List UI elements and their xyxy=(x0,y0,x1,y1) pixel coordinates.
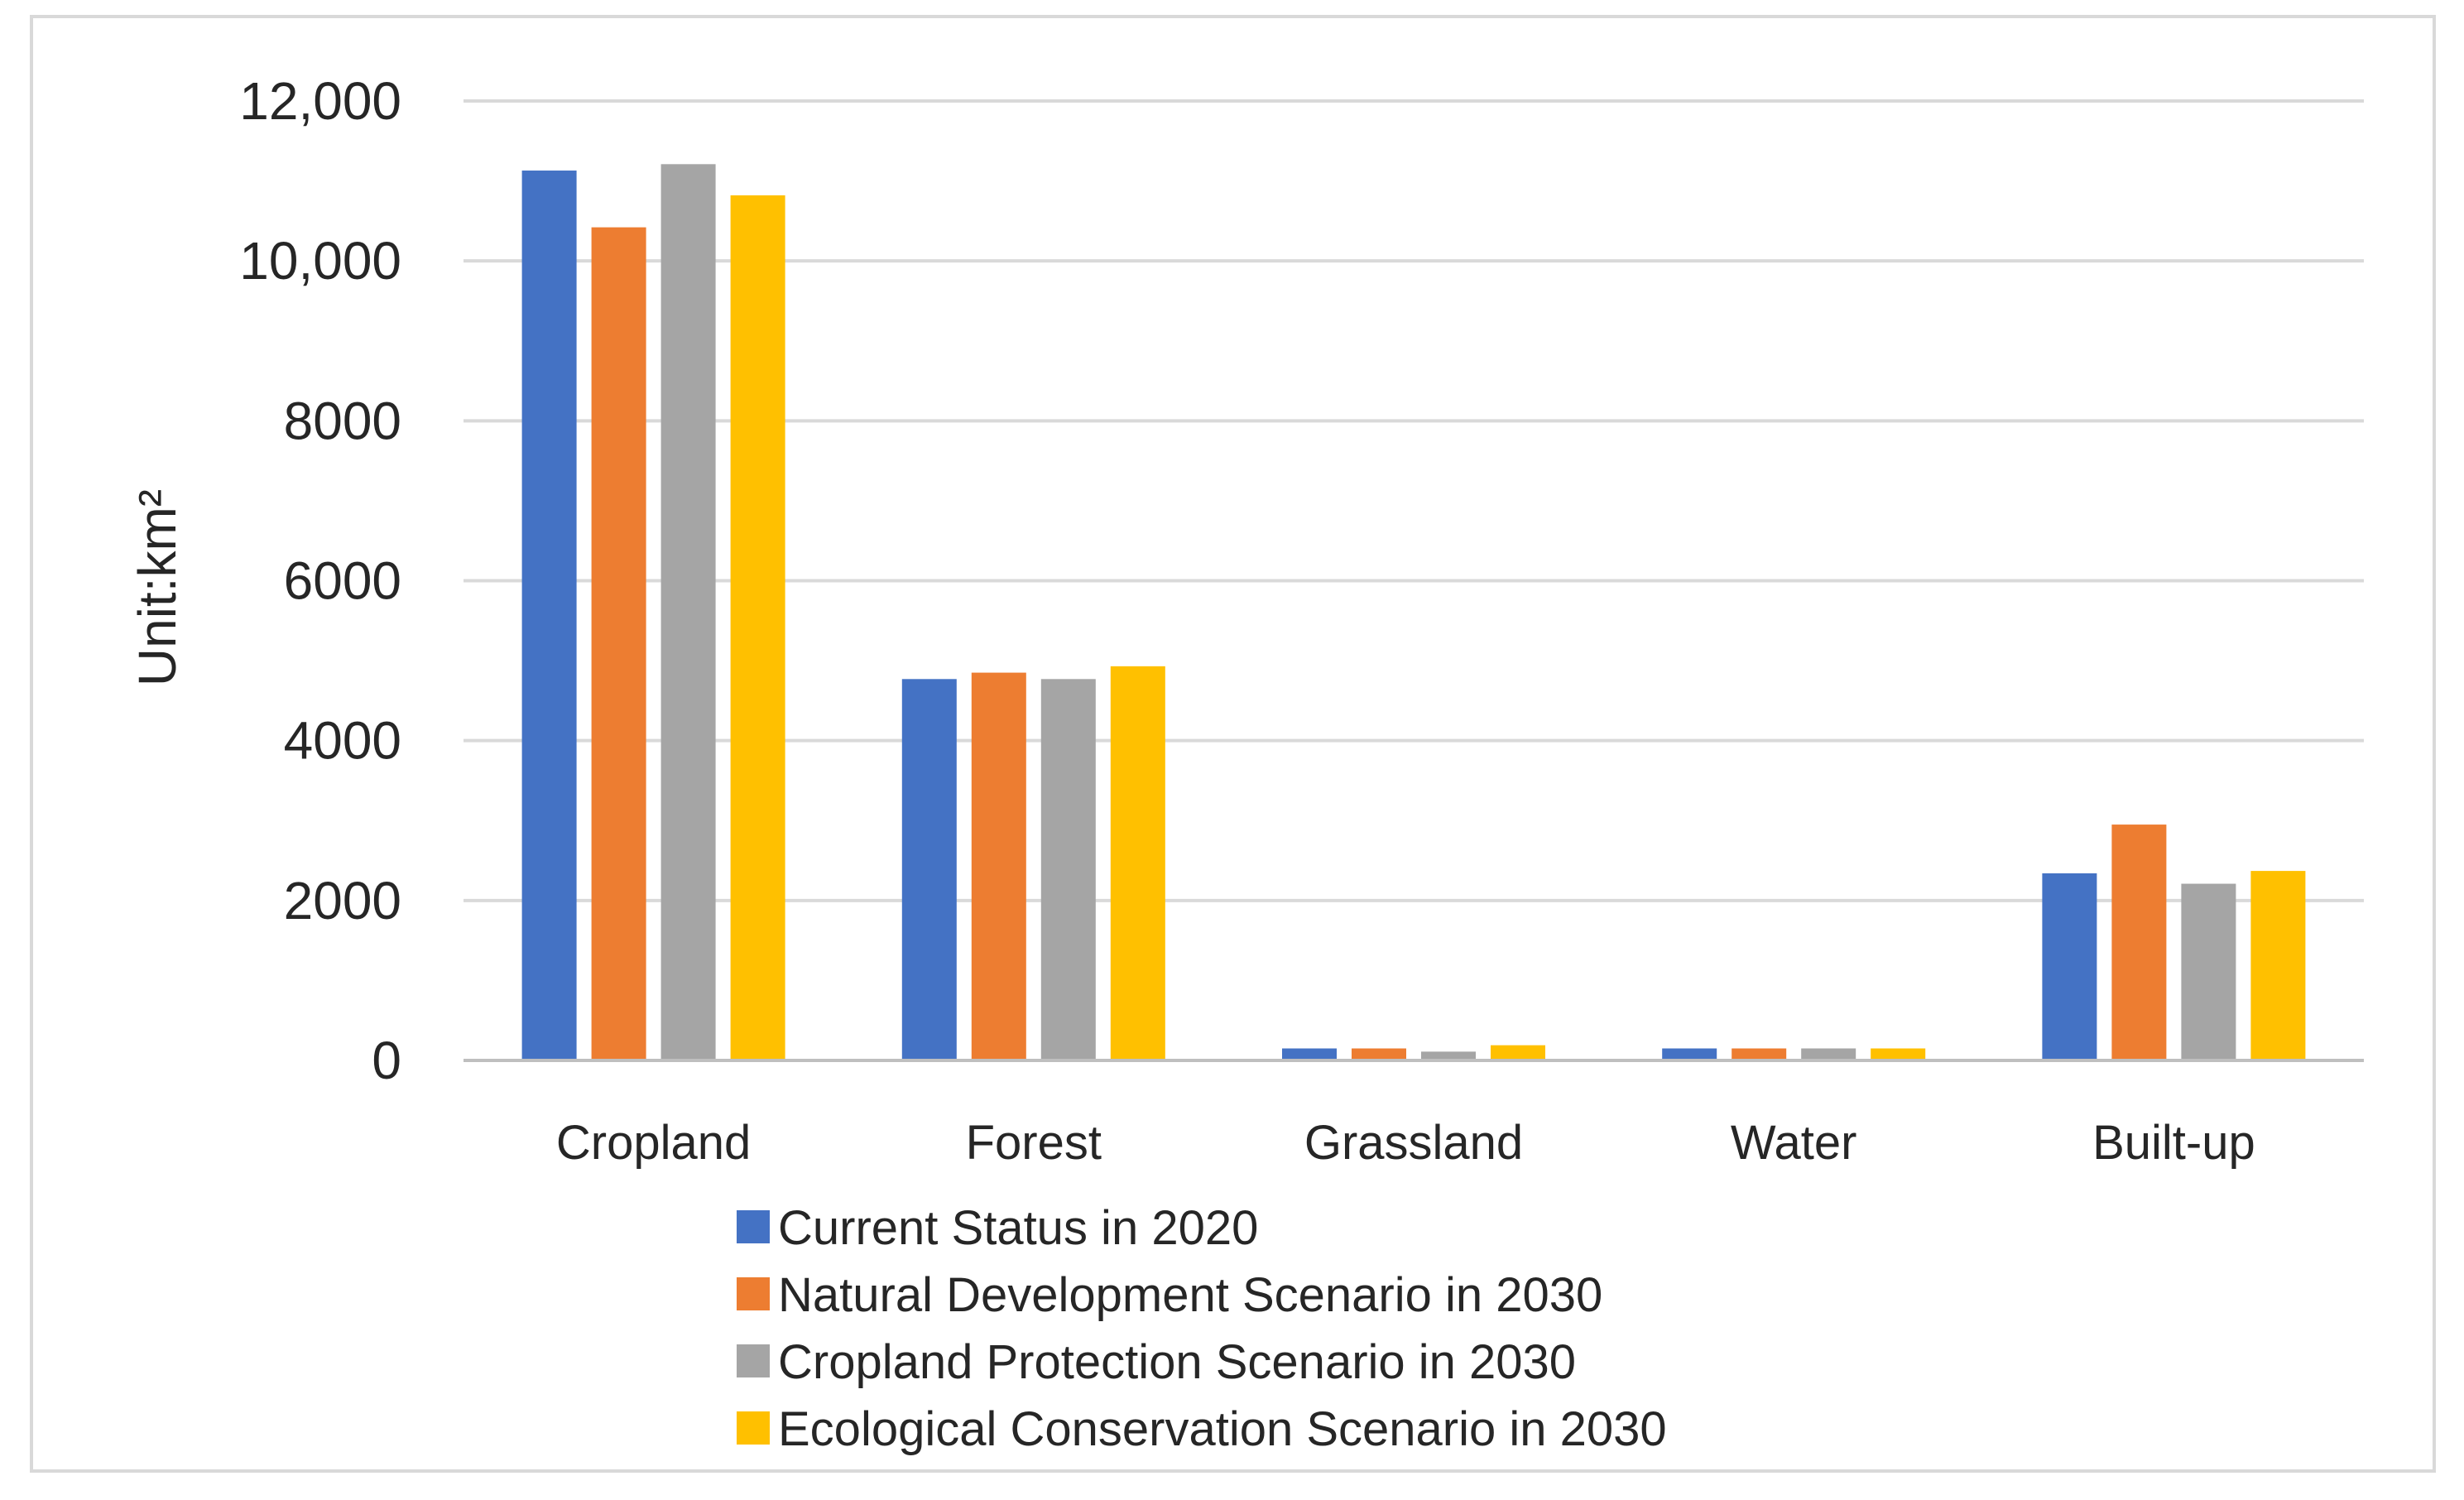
bar-water-series-1 xyxy=(1662,1048,1717,1060)
legend-swatch xyxy=(737,1411,770,1445)
y-tick-label: 2000 xyxy=(284,871,401,930)
bar-grassland-series-4 xyxy=(1491,1045,1545,1060)
x-tick-label: Grassland xyxy=(1304,1116,1523,1170)
x-tick-label: Forest xyxy=(966,1116,1102,1170)
bar-built-up-series-1 xyxy=(2042,873,2097,1060)
bar-forest-series-4 xyxy=(1110,666,1165,1060)
y-tick-label: 10,000 xyxy=(239,231,401,291)
x-tick-label: Built-up xyxy=(2092,1116,2255,1170)
legend-swatch xyxy=(737,1277,770,1310)
y-tick-label: 8000 xyxy=(284,391,401,450)
bar-forest-series-2 xyxy=(971,672,1026,1060)
bars xyxy=(521,164,2306,1061)
y-tick-label: 0 xyxy=(372,1031,401,1090)
bar-grassland-series-3 xyxy=(1421,1051,1476,1060)
y-tick-label: 6000 xyxy=(284,551,401,611)
bar-built-up-series-3 xyxy=(2181,883,2236,1060)
bar-cropland-series-1 xyxy=(521,171,577,1061)
bar-forest-series-3 xyxy=(1040,679,1096,1060)
chart-frame xyxy=(30,15,2436,1473)
bar-cropland-series-2 xyxy=(591,227,646,1060)
x-tick-label: Cropland xyxy=(556,1116,751,1170)
axes: 0 2000 4000 6000 8000 10,000 12,000 Cropland For… xyxy=(239,71,2364,1170)
legend-swatch xyxy=(737,1210,770,1243)
bar-water-series-2 xyxy=(1732,1048,1787,1060)
bar-forest-series-1 xyxy=(901,679,957,1060)
y-axis-title: Unit:km² xyxy=(127,489,187,686)
bar-water-series-3 xyxy=(1801,1048,1856,1060)
bar-grassland-series-1 xyxy=(1282,1048,1337,1060)
y-tick-label: 4000 xyxy=(284,711,401,771)
bar-grassland-series-2 xyxy=(1352,1048,1406,1060)
bar-built-up-series-4 xyxy=(2250,871,2306,1060)
legend-label: Ecological Conservation Scenario in 2030 xyxy=(778,1402,1667,1456)
bar-water-series-4 xyxy=(1871,1048,1926,1060)
x-tick-label: Water xyxy=(1731,1116,1857,1170)
bar-cropland-series-4 xyxy=(730,195,785,1060)
legend-label: Natural Development Scenario in 2030 xyxy=(778,1268,1602,1322)
legend-label: Current Status in 2020 xyxy=(778,1201,1258,1255)
y-tick-label: 12,000 xyxy=(239,71,401,131)
legend-label: Cropland Protection Scenario in 2030 xyxy=(778,1335,1576,1389)
bar-built-up-series-2 xyxy=(2111,825,2167,1060)
legend-swatch xyxy=(737,1344,770,1377)
bar-cropland-series-3 xyxy=(660,164,716,1061)
legend: Current Status in 2020 Natural Developmen… xyxy=(737,1201,1667,1456)
